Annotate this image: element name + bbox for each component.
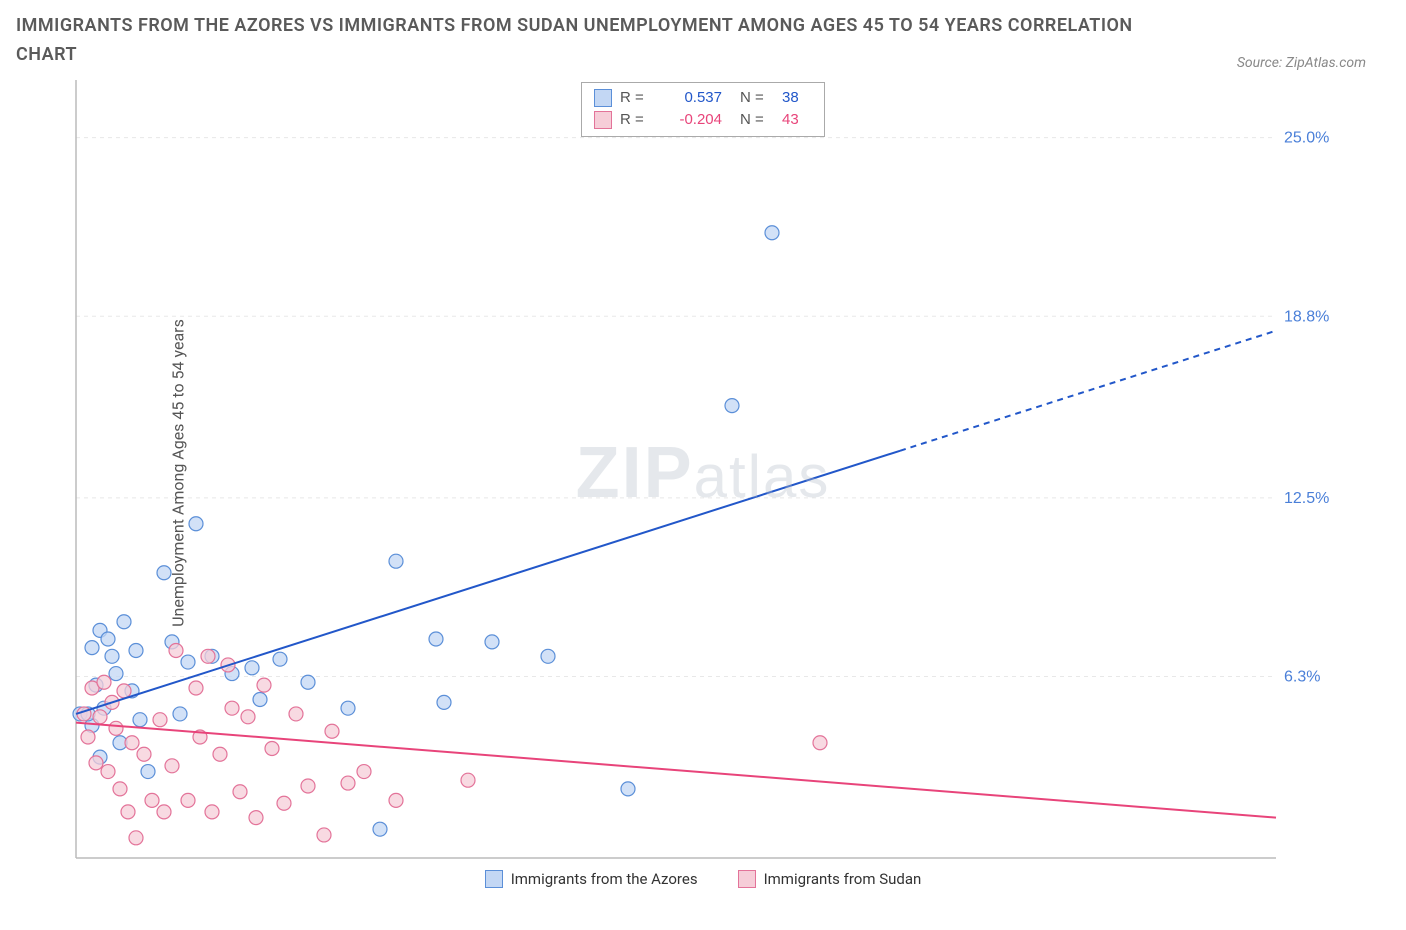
legend-item-azores: Immigrants from the Azores bbox=[485, 870, 698, 888]
scatter-chart: 6.3% 12.5% 18.8% 25.0% 0.0% 15.0% bbox=[16, 78, 1346, 868]
chart-container: Unemployment Among Ages 45 to 54 years 6… bbox=[16, 78, 1390, 868]
chart-title: IMMIGRANTS FROM THE AZORES VS IMMIGRANTS… bbox=[16, 12, 1166, 70]
r-value-sudan: -0.204 bbox=[662, 109, 722, 132]
swatch-sudan bbox=[594, 111, 612, 129]
svg-text:18.8%: 18.8% bbox=[1284, 308, 1329, 325]
legend-swatch-azores bbox=[485, 870, 503, 888]
stats-legend: R = 0.537 N = 38 R = -0.204 N = 43 bbox=[581, 82, 825, 137]
y-axis-label: Unemployment Among Ages 45 to 54 years bbox=[168, 319, 187, 627]
n-value-azores: 38 bbox=[782, 87, 812, 110]
source-attribution: Source: ZipAtlas.com bbox=[1237, 55, 1366, 71]
r-value-azores: 0.537 bbox=[662, 87, 722, 110]
svg-text:25.0%: 25.0% bbox=[1284, 129, 1329, 146]
legend-label-azores: Immigrants from the Azores bbox=[511, 870, 698, 888]
stats-row-sudan: R = -0.204 N = 43 bbox=[594, 109, 812, 132]
legend-swatch-sudan bbox=[738, 870, 756, 888]
svg-text:6.3%: 6.3% bbox=[1284, 668, 1320, 685]
series-legend: Immigrants from the Azores Immigrants fro… bbox=[16, 870, 1390, 888]
legend-item-sudan: Immigrants from Sudan bbox=[738, 870, 922, 888]
n-label: N = bbox=[740, 87, 774, 110]
svg-text:15.0%: 15.0% bbox=[1231, 867, 1276, 868]
n-value-sudan: 43 bbox=[782, 109, 812, 132]
legend-label-sudan: Immigrants from Sudan bbox=[764, 870, 922, 888]
stats-row-azores: R = 0.537 N = 38 bbox=[594, 87, 812, 110]
r-label: R = bbox=[620, 109, 654, 132]
svg-text:0.0%: 0.0% bbox=[76, 867, 112, 868]
r-label: R = bbox=[620, 87, 654, 110]
swatch-azores bbox=[594, 89, 612, 107]
n-label: N = bbox=[740, 109, 774, 132]
svg-text:12.5%: 12.5% bbox=[1284, 489, 1329, 506]
